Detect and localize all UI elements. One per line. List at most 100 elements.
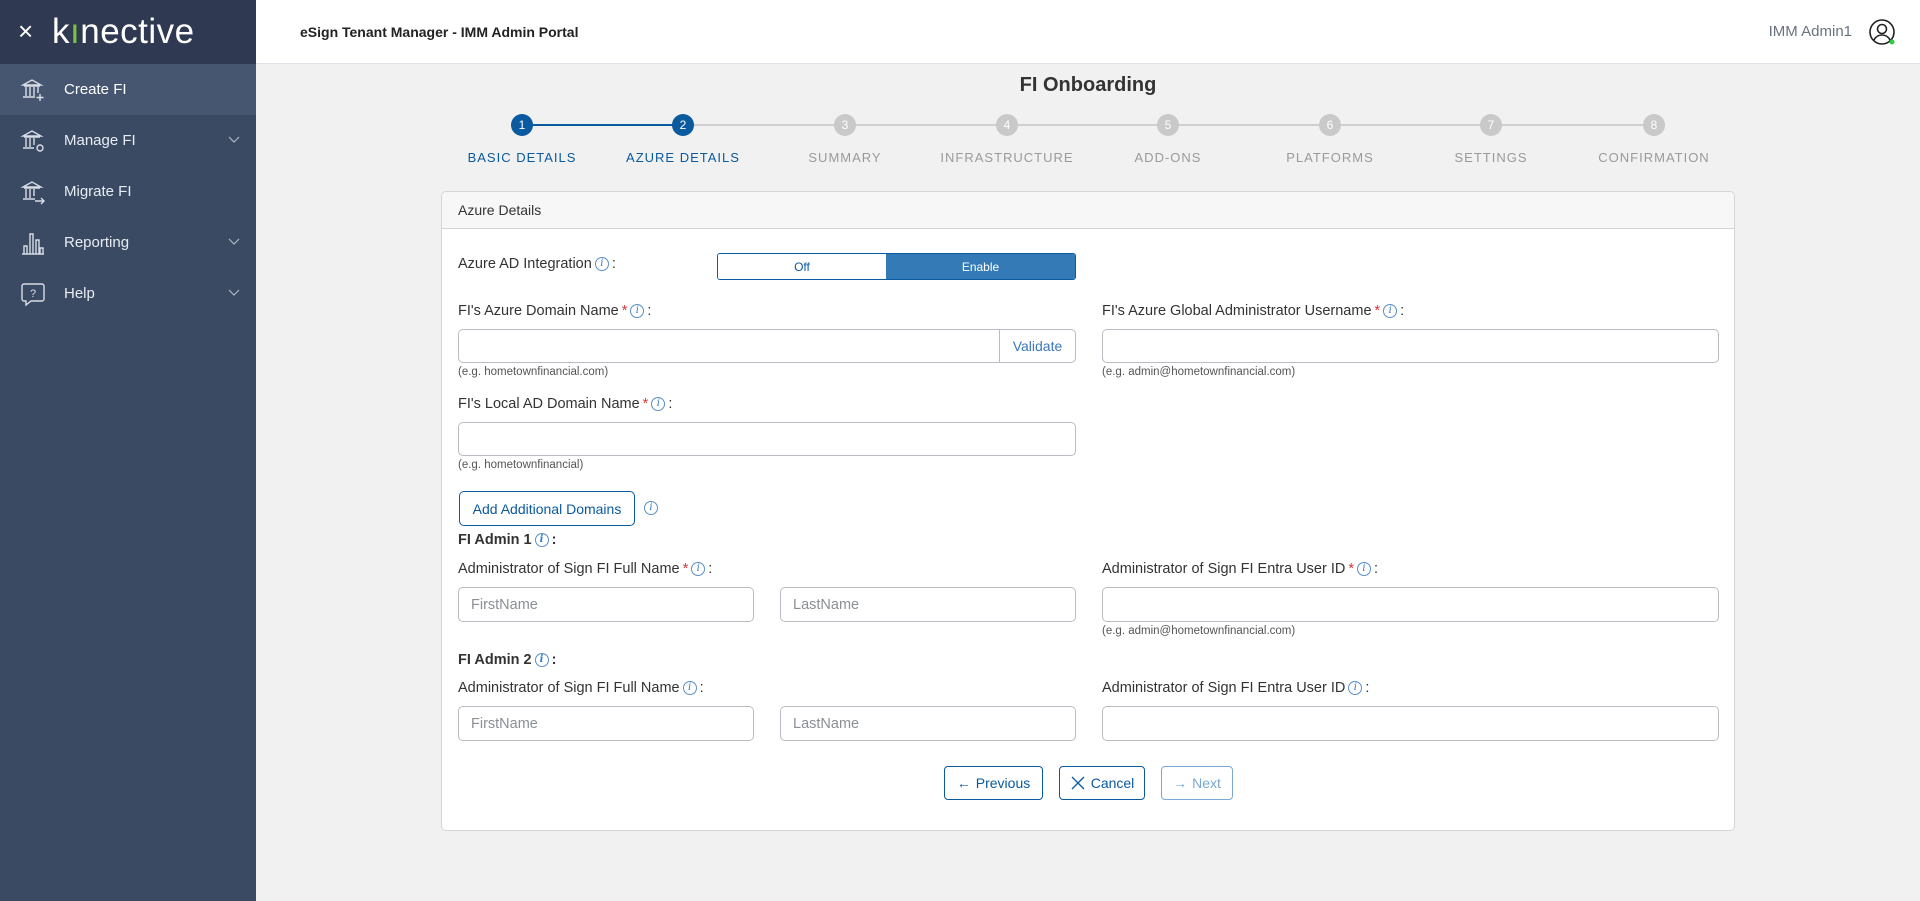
close-icon [1071, 776, 1085, 790]
user-avatar-icon[interactable] [1868, 18, 1896, 46]
colon: : [647, 303, 652, 319]
toggle-enable-option[interactable]: Enable [886, 254, 1075, 279]
azure-ad-label: Azure AD Integration i: [458, 256, 616, 272]
step-circle[interactable]: 5 [1157, 114, 1179, 136]
kinective-logo: kınective [52, 12, 195, 51]
stepper-connector [1491, 124, 1654, 126]
user-name[interactable]: IMM Admin1 [1768, 23, 1852, 40]
step-label[interactable]: SUMMARY [808, 150, 882, 165]
local-domain-input[interactable] [458, 422, 1076, 456]
colon: : [551, 652, 557, 668]
bank-gear-icon [20, 129, 44, 152]
previous-button[interactable]: ← Previous [944, 766, 1043, 800]
step-label[interactable]: BASIC DETAILS [467, 150, 577, 165]
info-icon[interactable]: i [682, 681, 697, 695]
info-icon[interactable]: i [651, 397, 666, 411]
page-title: FI Onboarding [1019, 74, 1157, 96]
colon: : [699, 680, 704, 696]
step-circle[interactable]: 7 [1480, 114, 1502, 136]
step-label[interactable]: PLATFORMS [1286, 150, 1374, 165]
step-label[interactable]: AZURE DETAILS [626, 150, 740, 165]
label-text: Administrator of Sign FI Entra User ID [1102, 680, 1346, 696]
label-text: FI Admin 2 [458, 652, 532, 668]
step-circle[interactable]: 2 [672, 114, 694, 136]
label-text: FI's Azure Global Administrator Username [1102, 303, 1372, 319]
stepper-connector [1330, 124, 1491, 126]
toggle-off-option[interactable]: Off [718, 254, 886, 279]
colon: : [668, 396, 673, 412]
sidebar-item-label: Migrate FI [64, 183, 132, 200]
required-mark: * [1374, 303, 1381, 319]
info-icon[interactable]: i [1348, 681, 1363, 695]
close-icon[interactable]: × [18, 16, 34, 46]
azure-domain-input[interactable] [458, 329, 999, 363]
sidebar-item-reporting[interactable]: Reporting [0, 217, 256, 268]
info-icon[interactable]: i [534, 653, 549, 667]
step-circle[interactable]: 6 [1319, 114, 1341, 136]
step-circle[interactable]: 4 [996, 114, 1018, 136]
local-domain-label: FI's Local AD Domain Name * i: [458, 396, 672, 412]
step-label[interactable]: INFRASTRUCTURE [940, 150, 1074, 165]
info-icon[interactable]: i [594, 257, 609, 271]
info-icon[interactable]: i [644, 501, 658, 515]
admin2-entra-id-input[interactable] [1102, 706, 1719, 741]
stepper-connector [683, 124, 845, 126]
admin2-id-label: Administrator of Sign FI Entra User ID i: [1102, 680, 1369, 696]
azure-ad-toggle[interactable]: Off Enable [717, 253, 1076, 280]
top-header: eSign Tenant Manager - IMM Admin Portal … [256, 0, 1920, 64]
azure-domain-label: FI's Azure Domain Name * i: [458, 303, 651, 319]
sidebar-item-label: Create FI [64, 81, 127, 98]
cancel-button[interactable]: Cancel [1059, 766, 1145, 800]
admin2-last-name-input[interactable] [780, 706, 1076, 741]
azure-domain-hint: (e.g. hometownfinancial.com) [458, 366, 609, 378]
sidebar-item-create-fi[interactable]: Create FI [0, 64, 256, 115]
colon: : [708, 561, 713, 577]
global-admin-input[interactable] [1102, 329, 1719, 363]
next-button[interactable]: → Next [1161, 766, 1233, 800]
local-domain-hint: (e.g. hometownfinancial) [458, 459, 584, 471]
required-mark: * [682, 561, 689, 577]
admin2-first-name-input[interactable] [458, 706, 754, 741]
admin1-last-name-input[interactable] [780, 587, 1076, 622]
validate-button[interactable]: Validate [999, 329, 1076, 363]
info-icon[interactable]: i [630, 304, 645, 318]
label-text: FI's Azure Domain Name [458, 303, 619, 319]
button-label: Cancel [1090, 775, 1135, 791]
colon: : [551, 532, 557, 548]
button-label: Previous [975, 775, 1031, 791]
label-text: Administrator of Sign FI Full Name [458, 680, 680, 696]
add-additional-domains-button[interactable]: Add Additional Domains [459, 491, 635, 526]
arrow-right-icon: → [1173, 775, 1188, 791]
info-icon[interactable]: i [1383, 304, 1398, 318]
sidebar-item-help[interactable]: ? Help [0, 268, 256, 319]
arrow-left-icon: ← [956, 775, 971, 791]
step-circle[interactable]: 3 [834, 114, 856, 136]
sidebar-item-manage-fi[interactable]: Manage FI [0, 115, 256, 166]
sidebar-item-label: Help [64, 285, 95, 302]
step-label[interactable]: ADD-ONS [1134, 150, 1202, 165]
info-icon[interactable]: i [691, 562, 706, 576]
colon: : [1374, 561, 1379, 577]
info-icon[interactable]: i [1357, 562, 1372, 576]
admin1-first-name-input[interactable] [458, 587, 754, 622]
step-label[interactable]: SETTINGS [1454, 150, 1528, 165]
sidebar-item-label: Manage FI [64, 132, 136, 149]
sidebar-item-label: Reporting [64, 234, 130, 251]
bar-chart-icon [22, 232, 44, 255]
step-circle[interactable]: 1 [511, 114, 533, 136]
button-label: Next [1192, 775, 1221, 791]
step-circle[interactable]: 8 [1643, 114, 1665, 136]
sidebar-item-migrate-fi[interactable]: Migrate FI [0, 166, 256, 217]
label-text: FI Admin 1 [458, 532, 532, 548]
azure-details-card: Azure Details Azure AD Integration i: Off… [441, 191, 1735, 831]
chevron-down-icon [228, 238, 240, 245]
sidebar: × kınective Create FI Manage FI Migrate … [0, 0, 256, 901]
admin1-id-hint: (e.g. admin@hometownfinancial.com) [1102, 625, 1296, 637]
global-admin-label: FI's Azure Global Administrator Username… [1102, 303, 1404, 319]
step-label[interactable]: CONFIRMATION [1598, 150, 1710, 165]
admin1-entra-id-input[interactable] [1102, 587, 1719, 622]
required-mark: * [1348, 561, 1355, 577]
info-icon[interactable]: i [534, 533, 549, 547]
stepper-connector [522, 124, 683, 126]
colon: : [1365, 680, 1370, 696]
